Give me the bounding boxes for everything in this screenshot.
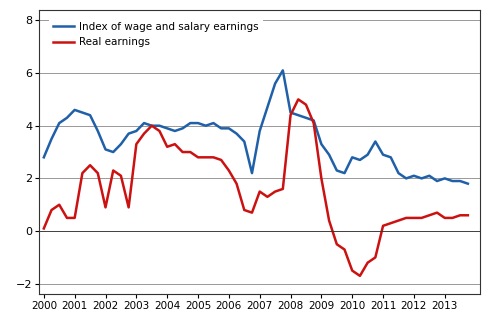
Index of wage and salary earnings <box>326 153 332 157</box>
Index of wage and salary earnings <box>311 118 317 122</box>
Real earnings <box>465 213 471 217</box>
Index of wage and salary earnings <box>41 155 47 159</box>
Index of wage and salary earnings <box>195 121 201 125</box>
Line: Real earnings: Real earnings <box>44 99 468 276</box>
Index of wage and salary earnings <box>288 111 294 114</box>
Line: Index of wage and salary earnings: Index of wage and salary earnings <box>44 70 468 184</box>
Index of wage and salary earnings <box>372 140 378 144</box>
Real earnings <box>295 97 301 101</box>
Real earnings <box>49 208 54 212</box>
Real earnings <box>311 121 317 125</box>
Index of wage and salary earnings <box>49 137 54 141</box>
Index of wage and salary earnings <box>280 68 286 72</box>
Real earnings <box>41 227 47 231</box>
Real earnings <box>326 218 332 222</box>
Real earnings <box>195 155 201 159</box>
Real earnings <box>280 187 286 191</box>
Real earnings <box>357 274 363 278</box>
Index of wage and salary earnings <box>465 182 471 186</box>
Real earnings <box>380 224 386 228</box>
Legend: Index of wage and salary earnings, Real earnings: Index of wage and salary earnings, Real … <box>49 18 263 51</box>
